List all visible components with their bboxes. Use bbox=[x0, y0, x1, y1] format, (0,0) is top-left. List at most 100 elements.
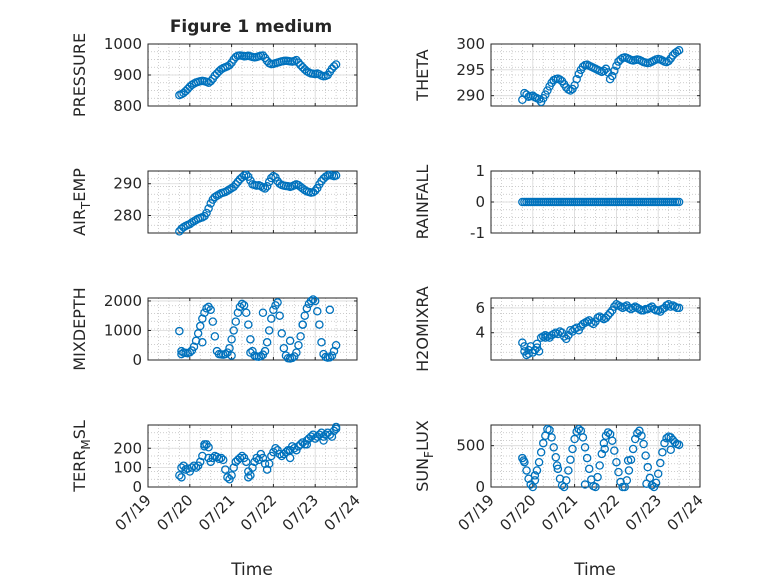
data-point bbox=[260, 346, 270, 356]
data-point bbox=[547, 433, 556, 442]
data-point bbox=[258, 51, 268, 60]
data-point bbox=[204, 204, 213, 213]
data-point bbox=[572, 323, 581, 333]
data-point bbox=[287, 353, 297, 363]
data-point bbox=[559, 332, 569, 341]
y-tick-label: 2000 bbox=[104, 292, 142, 310]
data-point bbox=[534, 95, 544, 104]
data-point bbox=[666, 433, 675, 442]
data-point bbox=[578, 62, 588, 71]
data-point bbox=[206, 305, 215, 315]
data-point bbox=[254, 455, 264, 465]
figure-title: Figure 1 medium bbox=[170, 17, 332, 37]
data-point bbox=[666, 445, 675, 455]
data-point bbox=[628, 444, 638, 454]
data-point bbox=[231, 317, 241, 326]
data-point bbox=[237, 173, 247, 182]
data-point bbox=[552, 461, 562, 470]
data-point bbox=[256, 351, 266, 361]
subplot-theta: 290 295 300 THETA bbox=[413, 35, 701, 107]
data-point bbox=[674, 440, 684, 450]
data-point bbox=[561, 476, 571, 485]
data-point bbox=[204, 443, 213, 452]
data-point bbox=[218, 455, 228, 465]
data-point bbox=[522, 466, 531, 475]
data-point bbox=[672, 47, 682, 57]
subplot-pressure: 800 900 1000 PRESSURE bbox=[70, 33, 358, 117]
data-point bbox=[260, 459, 270, 468]
data-point bbox=[275, 311, 284, 320]
data-point bbox=[258, 308, 268, 318]
data-point bbox=[610, 66, 619, 76]
data-point bbox=[246, 348, 255, 357]
data-point bbox=[639, 439, 648, 449]
subplot-air-temp: 280 290 AIRTEMP bbox=[70, 168, 358, 236]
data-point bbox=[580, 480, 590, 489]
data-point bbox=[674, 45, 684, 55]
subplot-mixdepth: 0 1000 2000 MIXDEPTH bbox=[70, 287, 358, 371]
data-point bbox=[177, 349, 186, 359]
data-point bbox=[555, 75, 565, 84]
y-tick-label: 295 bbox=[456, 61, 485, 79]
data-point bbox=[290, 443, 299, 453]
data-point bbox=[223, 473, 232, 482]
data-point bbox=[641, 451, 650, 460]
data-point bbox=[271, 443, 280, 453]
data-point bbox=[331, 422, 341, 432]
data-point bbox=[189, 461, 199, 470]
data-point bbox=[566, 86, 575, 95]
data-point bbox=[623, 456, 633, 465]
data-point bbox=[570, 434, 579, 444]
y-tick-label: -1 bbox=[470, 224, 485, 242]
data-point bbox=[262, 182, 272, 191]
data-point bbox=[614, 467, 623, 477]
data-point bbox=[302, 440, 312, 449]
data-point bbox=[246, 471, 255, 480]
data-point bbox=[589, 319, 598, 329]
y-tick-label: 800 bbox=[113, 97, 142, 115]
data-point bbox=[177, 473, 186, 482]
data-point bbox=[528, 348, 538, 357]
y-tick-label: 900 bbox=[113, 66, 142, 84]
y-tick-label: 0 bbox=[132, 478, 142, 496]
data-point bbox=[225, 343, 234, 353]
data-point bbox=[656, 458, 665, 468]
data-point bbox=[630, 434, 640, 444]
data-point bbox=[225, 60, 234, 70]
data-point bbox=[327, 432, 337, 441]
data-point bbox=[607, 71, 617, 81]
data-point bbox=[633, 429, 642, 438]
data-point bbox=[285, 336, 295, 346]
y-axis-label: SUNFLUX bbox=[413, 420, 436, 492]
data-point bbox=[227, 471, 236, 480]
y-axis-label: PRESSURE bbox=[70, 33, 89, 117]
data-point bbox=[674, 303, 684, 313]
data-point bbox=[241, 457, 251, 467]
axes-box bbox=[490, 424, 701, 488]
data-point bbox=[202, 208, 211, 218]
data-point bbox=[519, 456, 528, 465]
data-point bbox=[664, 56, 673, 66]
x-axis-label-right: Time bbox=[573, 560, 616, 580]
data-point bbox=[193, 329, 203, 338]
data-point bbox=[325, 353, 335, 362]
data-point bbox=[269, 305, 278, 315]
data-point bbox=[572, 427, 581, 436]
data-point bbox=[612, 457, 621, 467]
y-tick-label: 200 bbox=[113, 439, 142, 457]
data-point bbox=[568, 444, 577, 454]
data-point bbox=[227, 351, 236, 360]
data-point bbox=[607, 436, 617, 445]
y-axis-label: TERRMSL bbox=[70, 420, 93, 493]
data-point bbox=[191, 336, 201, 346]
data-point bbox=[530, 476, 540, 485]
data-point bbox=[331, 60, 341, 69]
data-point bbox=[294, 58, 303, 67]
data-point bbox=[216, 453, 226, 463]
data-point bbox=[534, 457, 544, 467]
data-point bbox=[308, 295, 318, 304]
y-tick-label: 0 bbox=[475, 193, 485, 211]
data-point bbox=[260, 184, 270, 193]
y-tick-label: 0 bbox=[475, 478, 485, 496]
